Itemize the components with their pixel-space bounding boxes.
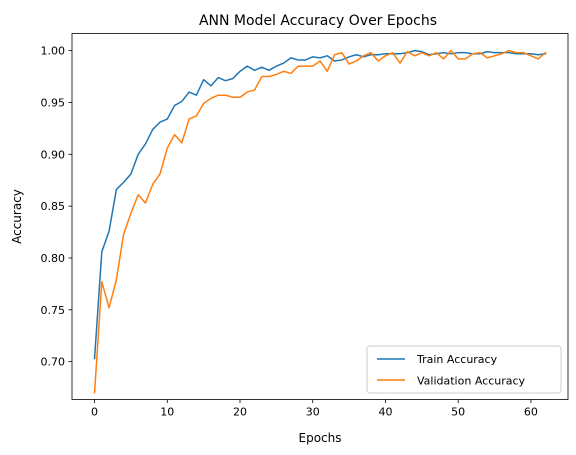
x-tick-label: 10	[160, 406, 174, 419]
plot-lines	[93, 49, 547, 394]
x-tick-label: 0	[91, 406, 98, 419]
x-axis-ticks: 0 10 20 30 40 50 60	[91, 399, 538, 419]
y-tick-label: 0.80	[41, 252, 66, 265]
y-tick-label: 0.90	[41, 148, 66, 161]
legend: Train Accuracy Validation Accuracy	[366, 345, 562, 394]
x-tick-label: 20	[233, 406, 247, 419]
series-line-validation-accuracy	[93, 49, 547, 394]
y-axis-ticks: 0.70 0.75 0.80 0.85 0.90 0.95 1.00	[41, 45, 72, 369]
y-tick-label: 0.95	[41, 96, 66, 109]
chart-title: ANN Model Accuracy Over Epochs	[199, 13, 437, 29]
series-line-train-accuracy	[93, 49, 547, 360]
y-tick-label: 0.75	[41, 304, 66, 317]
y-tick-label: 1.00	[41, 45, 66, 58]
y-tick-label: 0.70	[41, 356, 66, 369]
x-tick-label: 30	[306, 406, 320, 419]
x-axis-label: Epochs	[299, 431, 342, 445]
x-tick-label: 60	[524, 406, 538, 419]
y-tick-label: 0.85	[41, 200, 66, 213]
x-tick-label: 40	[378, 406, 392, 419]
plot-frame	[71, 33, 569, 400]
legend-label-train: Train Accuracy	[416, 353, 498, 366]
legend-label-validation: Validation Accuracy	[417, 375, 526, 388]
legend-box	[366, 345, 562, 394]
y-axis-label: Accuracy	[10, 189, 24, 244]
x-tick-label: 50	[451, 406, 465, 419]
